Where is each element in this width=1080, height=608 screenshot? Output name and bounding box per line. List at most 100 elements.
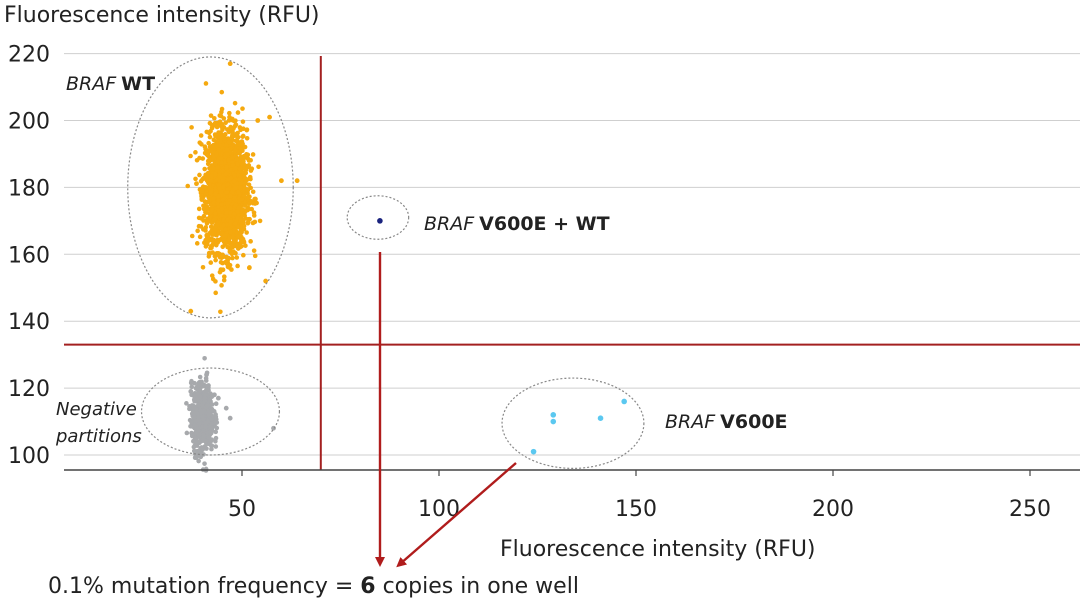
data-point xyxy=(214,143,220,148)
data-point xyxy=(213,133,218,139)
data-point xyxy=(245,220,251,226)
cluster-points-3 xyxy=(530,398,627,455)
data-point-outlier xyxy=(279,178,284,184)
data-point xyxy=(195,391,200,396)
data-point xyxy=(191,438,196,444)
data-point xyxy=(252,253,258,259)
data-point xyxy=(213,279,218,284)
y-tick-label-200: 200 xyxy=(8,110,50,135)
data-point-outlier xyxy=(188,308,194,314)
data-point xyxy=(219,89,225,95)
data-point xyxy=(232,221,238,226)
data-point xyxy=(226,140,232,145)
data-point xyxy=(230,162,236,168)
data-point xyxy=(246,182,252,187)
data-point xyxy=(233,250,238,256)
data-point xyxy=(203,185,209,190)
data-point xyxy=(224,127,230,132)
data-point xyxy=(196,428,201,433)
data-point xyxy=(219,212,225,218)
data-point xyxy=(199,141,204,147)
data-point-outlier xyxy=(294,178,300,184)
data-point xyxy=(216,208,221,214)
data-point xyxy=(217,119,223,124)
data-point xyxy=(238,147,244,152)
data-point xyxy=(218,309,223,315)
data-point xyxy=(205,403,210,408)
data-point xyxy=(209,402,215,407)
data-point xyxy=(195,448,200,454)
data-point-outlier xyxy=(188,389,194,394)
data-point xyxy=(206,234,211,240)
y-tick-label-100: 100 xyxy=(8,444,50,469)
data-point xyxy=(245,207,250,213)
data-point-outlier xyxy=(267,114,272,120)
data-point xyxy=(235,161,240,167)
data-point xyxy=(250,189,256,195)
cluster-points-2 xyxy=(377,218,383,224)
cluster-label-negative-1: Negative xyxy=(56,399,137,420)
data-point xyxy=(256,164,261,170)
data-point xyxy=(249,206,255,212)
data-point xyxy=(211,165,216,171)
data-point xyxy=(248,239,253,244)
data-point xyxy=(212,115,217,121)
data-point xyxy=(196,432,202,438)
data-point xyxy=(209,122,215,128)
data-point xyxy=(212,191,218,197)
data-point xyxy=(209,421,214,426)
data-point xyxy=(189,420,194,425)
data-point xyxy=(238,218,243,223)
data-point xyxy=(235,245,241,251)
data-point xyxy=(207,165,212,171)
y-tick-label-120: 120 xyxy=(8,377,50,402)
data-point xyxy=(221,277,227,283)
data-point xyxy=(205,207,210,212)
x-tick-label-50: 50 xyxy=(228,497,256,522)
data-point xyxy=(205,241,210,247)
data-point xyxy=(208,149,214,154)
y-tick-label-220: 220 xyxy=(8,43,50,68)
data-point xyxy=(199,188,205,194)
data-point xyxy=(597,415,604,422)
data-point xyxy=(236,141,242,147)
data-point xyxy=(189,233,195,239)
data-point xyxy=(202,166,208,172)
data-point xyxy=(199,403,205,408)
data-point xyxy=(215,165,221,170)
data-point xyxy=(193,150,198,155)
cluster-label-negative-2: partitions xyxy=(55,426,142,447)
data-point xyxy=(223,120,228,126)
data-point xyxy=(208,178,214,184)
data-point xyxy=(245,187,250,192)
data-point xyxy=(232,195,237,200)
data-point xyxy=(198,133,204,138)
cluster-label-wt-variant: WT xyxy=(121,73,155,95)
data-point xyxy=(192,455,198,461)
data-point xyxy=(252,219,258,225)
data-point xyxy=(199,445,205,450)
ellipse-double-positive xyxy=(346,195,410,240)
data-point xyxy=(217,139,223,145)
data-point xyxy=(204,178,210,183)
data-point xyxy=(196,458,201,464)
data-point xyxy=(231,178,237,184)
data-point xyxy=(235,263,240,269)
data-point xyxy=(222,226,228,232)
data-point xyxy=(197,374,203,380)
data-point-outlier xyxy=(196,382,202,388)
data-point xyxy=(203,378,209,383)
data-point xyxy=(229,126,234,132)
data-point xyxy=(230,255,235,261)
y-tick-label-180: 180 xyxy=(8,176,50,201)
data-point xyxy=(257,218,263,224)
data-point xyxy=(185,183,191,189)
data-point xyxy=(241,153,247,159)
x-tick-label-200: 200 xyxy=(812,497,854,522)
data-point-outlier xyxy=(227,415,233,421)
cluster-label-mutant-variant: V600E xyxy=(720,411,787,433)
data-point xyxy=(227,236,232,242)
data-point xyxy=(208,224,214,230)
cluster-points-0 xyxy=(185,61,300,315)
